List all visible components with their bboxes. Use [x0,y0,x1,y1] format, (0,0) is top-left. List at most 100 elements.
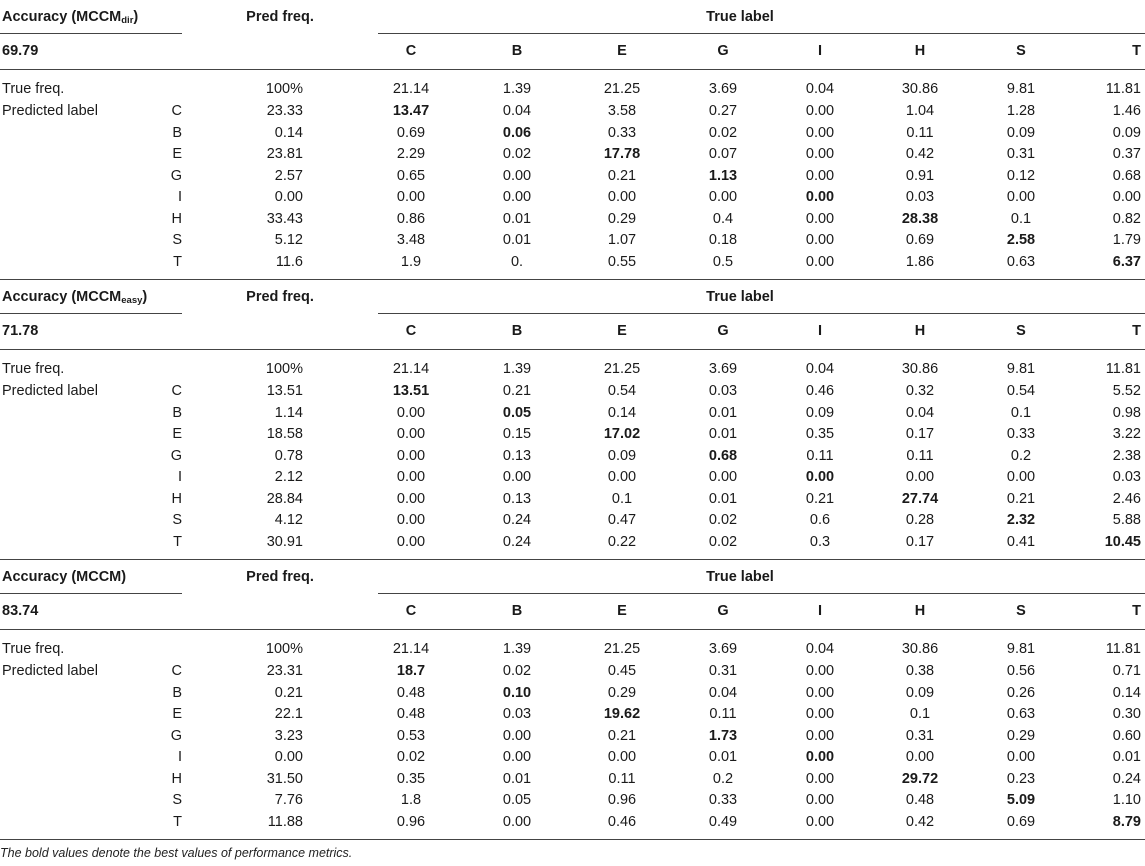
table-footnote: The bold values denote the best values o… [0,846,353,860]
matrix-cell: 0.00 [607,749,637,765]
header-bottom-rule [0,349,1145,350]
best-value-cell: 1.73 [708,727,738,744]
true-freq-cell: 0.04 [805,81,835,97]
matrix-cell: 0.13 [502,490,532,507]
pred-freq-cell: 23.33 [266,103,303,119]
best-value-cell: 17.78 [603,146,641,162]
matrix-cell: 1.04 [905,103,935,119]
row-label: G [170,167,182,184]
matrix-cell: 0.2 [712,770,734,787]
true-label-underline [378,313,1145,314]
column-header-i: I [817,323,823,339]
matrix-cell: 0.1 [611,490,633,507]
true-freq-cell: 30.86 [901,81,939,97]
true-freq-cell: 0.04 [805,361,835,377]
matrix-cell: 0.03 [1112,469,1141,485]
matrix-cell: 0.69 [1006,813,1036,830]
best-value-cell: 29.72 [901,770,939,787]
matrix-cell: 1.8 [400,792,422,808]
row-label: S [172,792,182,808]
column-header-t: T [1132,43,1141,59]
pred-freq-cell: 18.58 [266,426,303,442]
matrix-cell: 2.29 [396,146,426,162]
true-freq-cell: 21.25 [603,361,641,377]
matrix-cell: 0.00 [805,770,835,787]
matrix-cell: 0.26 [1006,684,1036,701]
row-label: H [171,770,182,787]
column-header-h: H [914,603,926,619]
matrix-cell: 0.3 [809,533,831,550]
matrix-cell: 0.24 [502,533,532,550]
matrix-cell: 0.00 [805,146,835,162]
matrix-cell: 0.23 [1006,770,1036,787]
matrix-cell: 0.1 [1010,404,1032,421]
true-label-underline [378,33,1145,34]
true-label-underline [378,593,1145,594]
matrix-cell: 0.63 [1006,706,1036,722]
column-header-row: 71.78 C B E G I H S T [0,320,1145,342]
pred-freq-cell: 0.14 [274,124,303,141]
matrix-cell: 0.49 [708,813,738,830]
best-value-cell: 28.38 [901,210,939,227]
header-row: Accuracy (MCCMeasy) Pred freq. True label [0,286,1145,308]
best-value-cell: 0.00 [805,749,835,765]
accuracy-value: 69.79 [2,43,39,59]
matrix-cell: 0.31 [905,727,935,744]
matrix-cell: 0.5 [712,253,734,270]
matrix-cell: 0.00 [502,167,532,184]
column-header-i: I [817,43,823,59]
row-label: T [173,253,182,270]
matrix-cell: 0.29 [1006,727,1036,744]
matrix-cell: 0.69 [396,124,426,141]
matrix-cell: 0.07 [708,146,738,162]
matrix-cell: 0.11 [906,124,934,141]
table-row: I 2.12 0.00 0.00 0.00 0.00 0.00 0.00 0.00 0.03 [0,466,1145,488]
table-row: G 2.57 0.65 0.00 0.21 1.13 0.00 0.91 0.12 0.68 [0,165,1145,187]
matrix-cell: 0.1 [1010,210,1032,227]
matrix-cell: 0.56 [1006,663,1036,679]
matrix-cell: 0.21 [1006,490,1036,507]
row-label: C [171,383,182,399]
table-row: G 3.23 0.53 0.00 0.21 1.73 0.00 0.31 0.29 0.60 [0,725,1145,747]
matrix-cell: 0.00 [805,232,835,248]
matrix-cell: 0.29 [607,684,637,701]
matrix-cell: 0.96 [607,792,637,808]
true-label-header: True label [706,9,774,25]
column-header-g: G [717,603,729,619]
matrix-cell: 0.48 [905,792,935,808]
matrix-cell: 1.9 [400,253,422,270]
matrix-cell: 0.04 [502,103,532,119]
row-label: I [177,469,182,485]
matrix-cell: 0.65 [396,167,426,184]
true-freq-cell: 11.81 [1105,81,1141,97]
accuracy-underline [0,313,182,314]
matrix-cell: 0.27 [708,103,738,119]
matrix-cell: 0.00 [805,124,835,141]
matrix-cell: 0.00 [396,189,426,205]
accuracy-underline [0,33,182,34]
true-freq-row: True freq. 100% 21.14 1.39 21.25 3.69 0.04 30.8… [0,638,1145,660]
accuracy-underline [0,593,182,594]
matrix-cell: 0.35 [396,770,426,787]
table-row: B 0.21 0.48 0.10 0.29 0.04 0.00 0.09 0.26 0.14 [0,682,1145,704]
matrix-cell: 0.42 [905,813,935,830]
matrix-cell: 0.00 [396,533,426,550]
matrix-cell: 0.68 [1112,167,1141,184]
row-label: C [171,103,182,119]
matrix-cell: 0.11 [906,447,934,464]
matrix-cell: 0.03 [905,189,935,205]
matrix-cell: 0.14 [607,404,637,421]
pred-freq-cell: 2.57 [274,167,303,184]
true-freq-cell: 21.14 [392,641,430,657]
matrix-cell: 0.00 [805,210,835,227]
matrix-cell: 0.69 [905,232,935,248]
true-freq-row: True freq. 100% 21.14 1.39 21.25 3.69 0.04 30.8… [0,78,1145,100]
matrix-cell: 0.01 [708,749,738,765]
matrix-cell: 0.00 [1112,189,1141,205]
true-freq-label: True freq. [2,641,65,657]
predicted-label-caption: Predicted label [2,383,98,399]
column-header-b: B [511,43,523,59]
true-freq-cell: 3.69 [708,361,738,377]
column-header-b: B [511,323,523,339]
pred-freq-cell: 11.88 [267,813,303,830]
